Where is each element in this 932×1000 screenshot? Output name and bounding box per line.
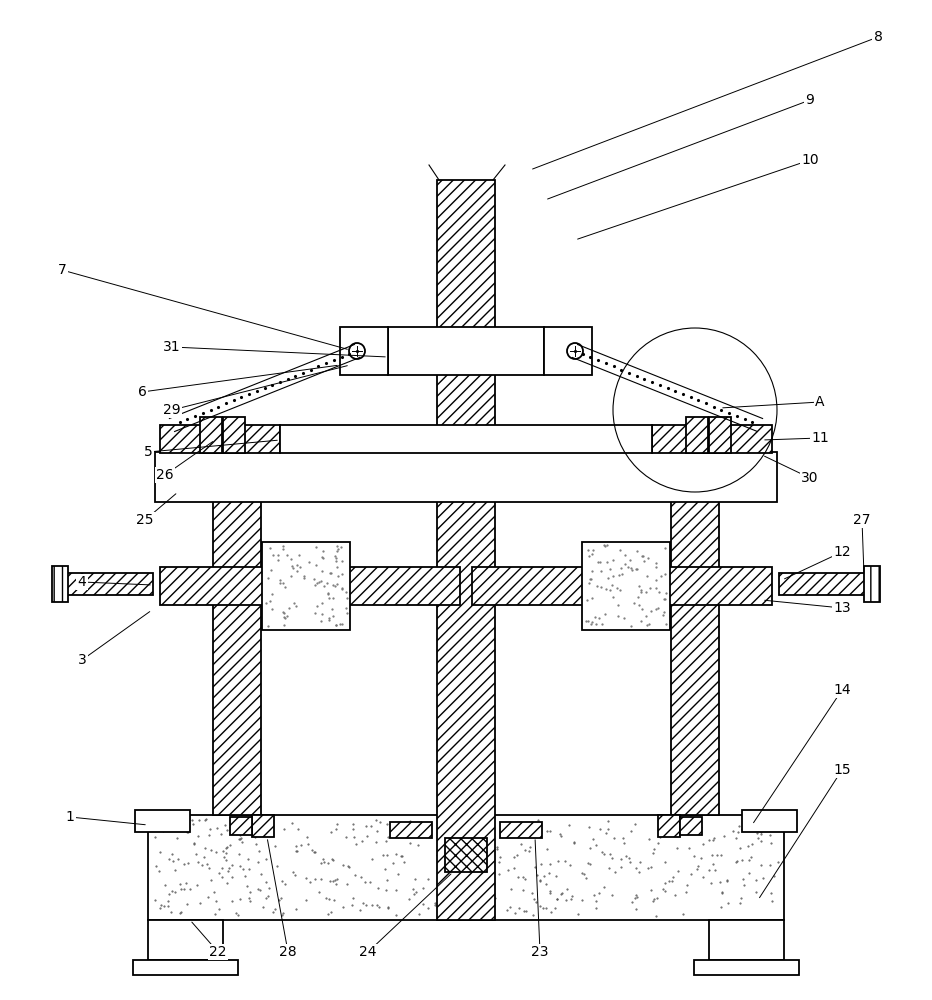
Text: 27: 27 <box>854 513 870 527</box>
Bar <box>709 920 784 960</box>
Bar <box>200 417 222 453</box>
Bar <box>445 838 487 872</box>
Bar <box>213 500 261 815</box>
Text: 12: 12 <box>833 545 851 559</box>
Bar <box>779 573 867 595</box>
Bar <box>133 960 238 975</box>
Text: 6: 6 <box>138 385 146 399</box>
Text: 10: 10 <box>802 153 819 167</box>
Text: 7: 7 <box>58 263 66 277</box>
Text: 31: 31 <box>163 340 181 354</box>
Bar <box>437 180 495 920</box>
Bar <box>500 822 542 838</box>
Bar <box>742 810 797 832</box>
Text: 28: 28 <box>280 945 296 959</box>
Text: 26: 26 <box>157 468 173 482</box>
Bar <box>544 327 592 375</box>
Bar <box>864 566 880 602</box>
Bar <box>230 817 252 835</box>
Bar <box>155 452 777 502</box>
Bar <box>148 920 223 960</box>
Text: 9: 9 <box>805 93 815 107</box>
Text: 23: 23 <box>531 945 549 959</box>
Bar <box>223 417 245 453</box>
Bar <box>709 417 731 453</box>
Bar <box>160 567 460 605</box>
Bar <box>65 573 153 595</box>
Bar <box>148 815 784 920</box>
Bar <box>280 425 652 453</box>
Bar <box>686 417 708 453</box>
Text: 3: 3 <box>77 653 87 667</box>
Bar <box>160 425 280 453</box>
Bar <box>694 960 799 975</box>
Text: 30: 30 <box>802 471 818 485</box>
Text: A: A <box>816 395 825 409</box>
Bar <box>671 500 719 815</box>
Text: 5: 5 <box>144 445 152 459</box>
Bar <box>582 542 670 630</box>
Bar <box>390 822 432 838</box>
Text: 1: 1 <box>65 810 75 824</box>
Bar <box>52 566 68 602</box>
Text: 25: 25 <box>136 513 154 527</box>
Text: 4: 4 <box>77 575 87 589</box>
Text: 8: 8 <box>873 30 883 44</box>
Bar <box>680 817 702 835</box>
Bar <box>262 542 350 630</box>
Bar <box>252 815 274 837</box>
Text: 29: 29 <box>163 403 181 417</box>
Text: 24: 24 <box>359 945 377 959</box>
Bar <box>472 567 772 605</box>
Text: 14: 14 <box>833 683 851 697</box>
Bar <box>340 327 388 375</box>
Text: 13: 13 <box>833 601 851 615</box>
Text: 11: 11 <box>811 431 829 445</box>
Bar <box>135 810 190 832</box>
Bar <box>658 815 680 837</box>
Bar <box>652 425 772 453</box>
Text: 22: 22 <box>210 945 226 959</box>
Bar <box>388 327 544 375</box>
Text: 15: 15 <box>833 763 851 777</box>
